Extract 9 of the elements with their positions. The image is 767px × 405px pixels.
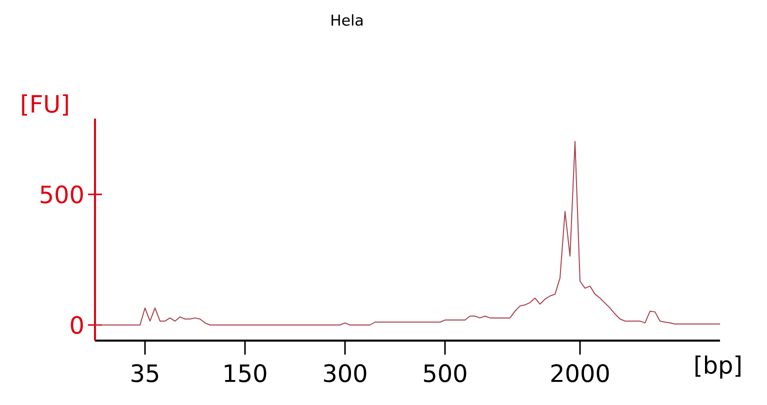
x-axis-title: [bp]: [696, 355, 740, 379]
x-tick-label: 35: [132, 364, 158, 382]
x-tick-label: 2000: [551, 364, 609, 382]
x-tick-label: 150: [224, 364, 266, 382]
y-tick-label: 0: [70, 316, 83, 334]
x-tick-label: 500: [424, 364, 466, 382]
x-tick-label: 300: [324, 364, 366, 382]
y-axis-title: [FU]: [22, 94, 68, 116]
chart-title: Hela: [332, 14, 363, 26]
